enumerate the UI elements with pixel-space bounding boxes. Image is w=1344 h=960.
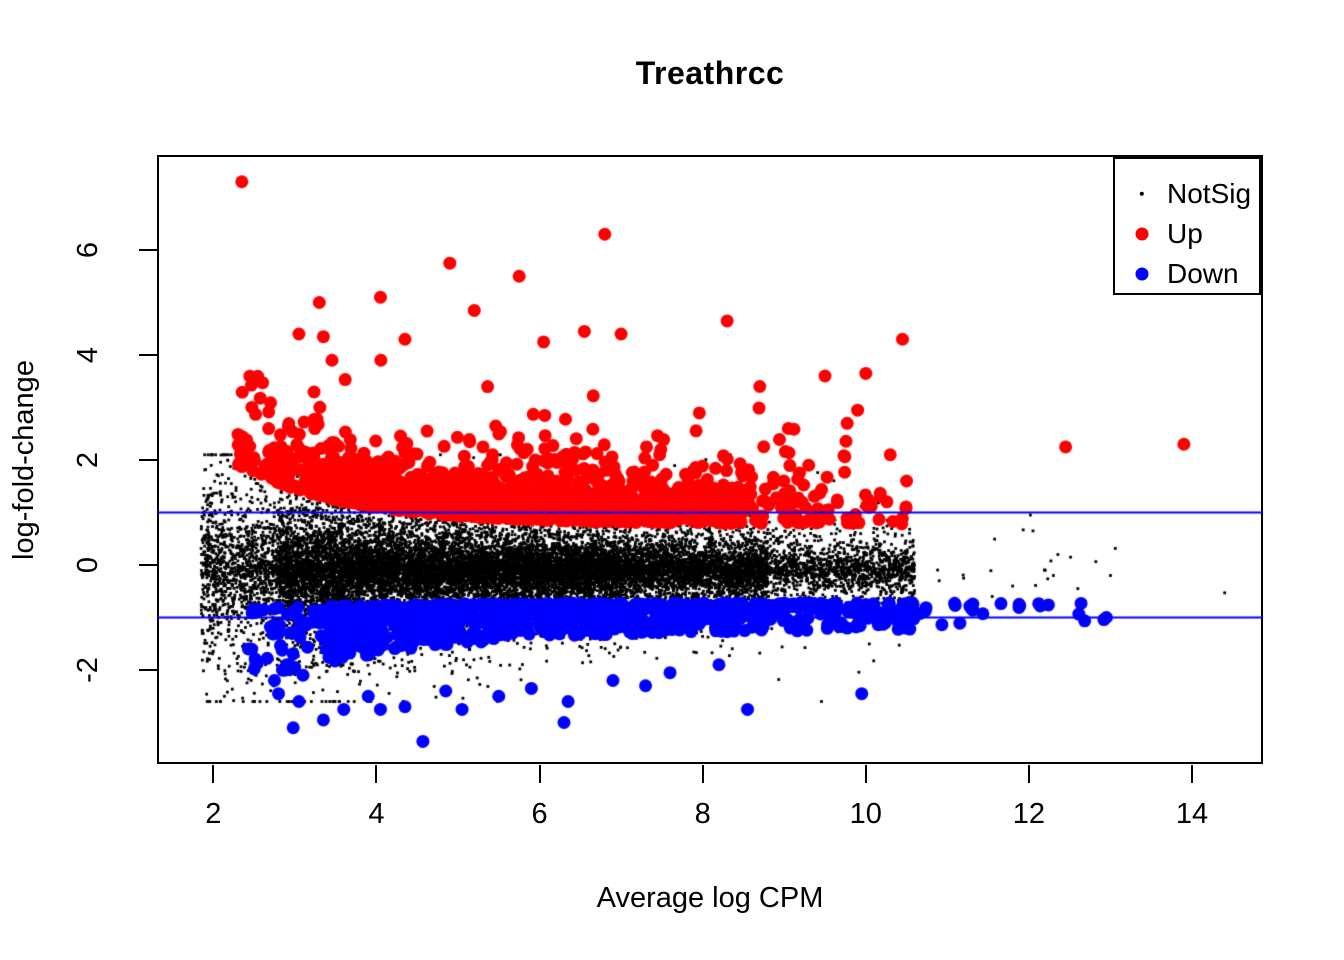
y-tick-label: 2	[72, 451, 104, 469]
legend-box: NotSig Up Down	[1113, 157, 1261, 295]
x-axis-label: Average log CPM	[596, 882, 824, 914]
y-tick-label: 0	[72, 556, 104, 574]
x-axis-tick	[212, 765, 215, 783]
y-axis-tick	[139, 564, 157, 567]
scatter-plot-canvas	[157, 155, 1263, 764]
y-axis-tick	[139, 459, 157, 462]
y-axis-label: log-fold-change	[8, 360, 40, 560]
legend-entry-down: Down	[1115, 254, 1259, 294]
x-axis-tick	[1027, 765, 1030, 783]
x-tick-label: 4	[368, 798, 385, 830]
x-tick-label: 2	[205, 798, 222, 830]
x-tick-label: 8	[694, 798, 711, 830]
y-tick-label: 4	[72, 346, 104, 364]
y-axis-tick	[139, 354, 157, 357]
y-axis-tick	[139, 249, 157, 252]
x-tick-label: 14	[1175, 798, 1209, 830]
x-axis-tick	[538, 765, 541, 783]
legend-label: Down	[1167, 258, 1239, 289]
y-axis-tick	[139, 669, 157, 672]
legend-label: NotSig	[1167, 178, 1252, 209]
legend-marker-down-icon	[1135, 267, 1149, 281]
legend-marker-up-icon	[1135, 227, 1149, 241]
legend-label: Up	[1167, 218, 1203, 249]
x-axis-tick	[864, 765, 867, 783]
x-axis-tick	[375, 765, 378, 783]
x-axis-tick	[1191, 765, 1194, 783]
y-tick-label: -2	[72, 657, 104, 683]
legend-entry-up: Up	[1115, 214, 1259, 254]
legend-marker-notsig-icon	[1139, 191, 1145, 197]
x-tick-label: 6	[531, 798, 548, 830]
legend-entry-notsig: NotSig	[1115, 174, 1259, 214]
chart-title: Treathrcc	[635, 55, 785, 91]
x-tick-label: 10	[849, 798, 882, 830]
x-axis-tick	[701, 765, 704, 783]
y-tick-label: 6	[72, 241, 104, 259]
x-tick-label: 12	[1012, 798, 1046, 830]
